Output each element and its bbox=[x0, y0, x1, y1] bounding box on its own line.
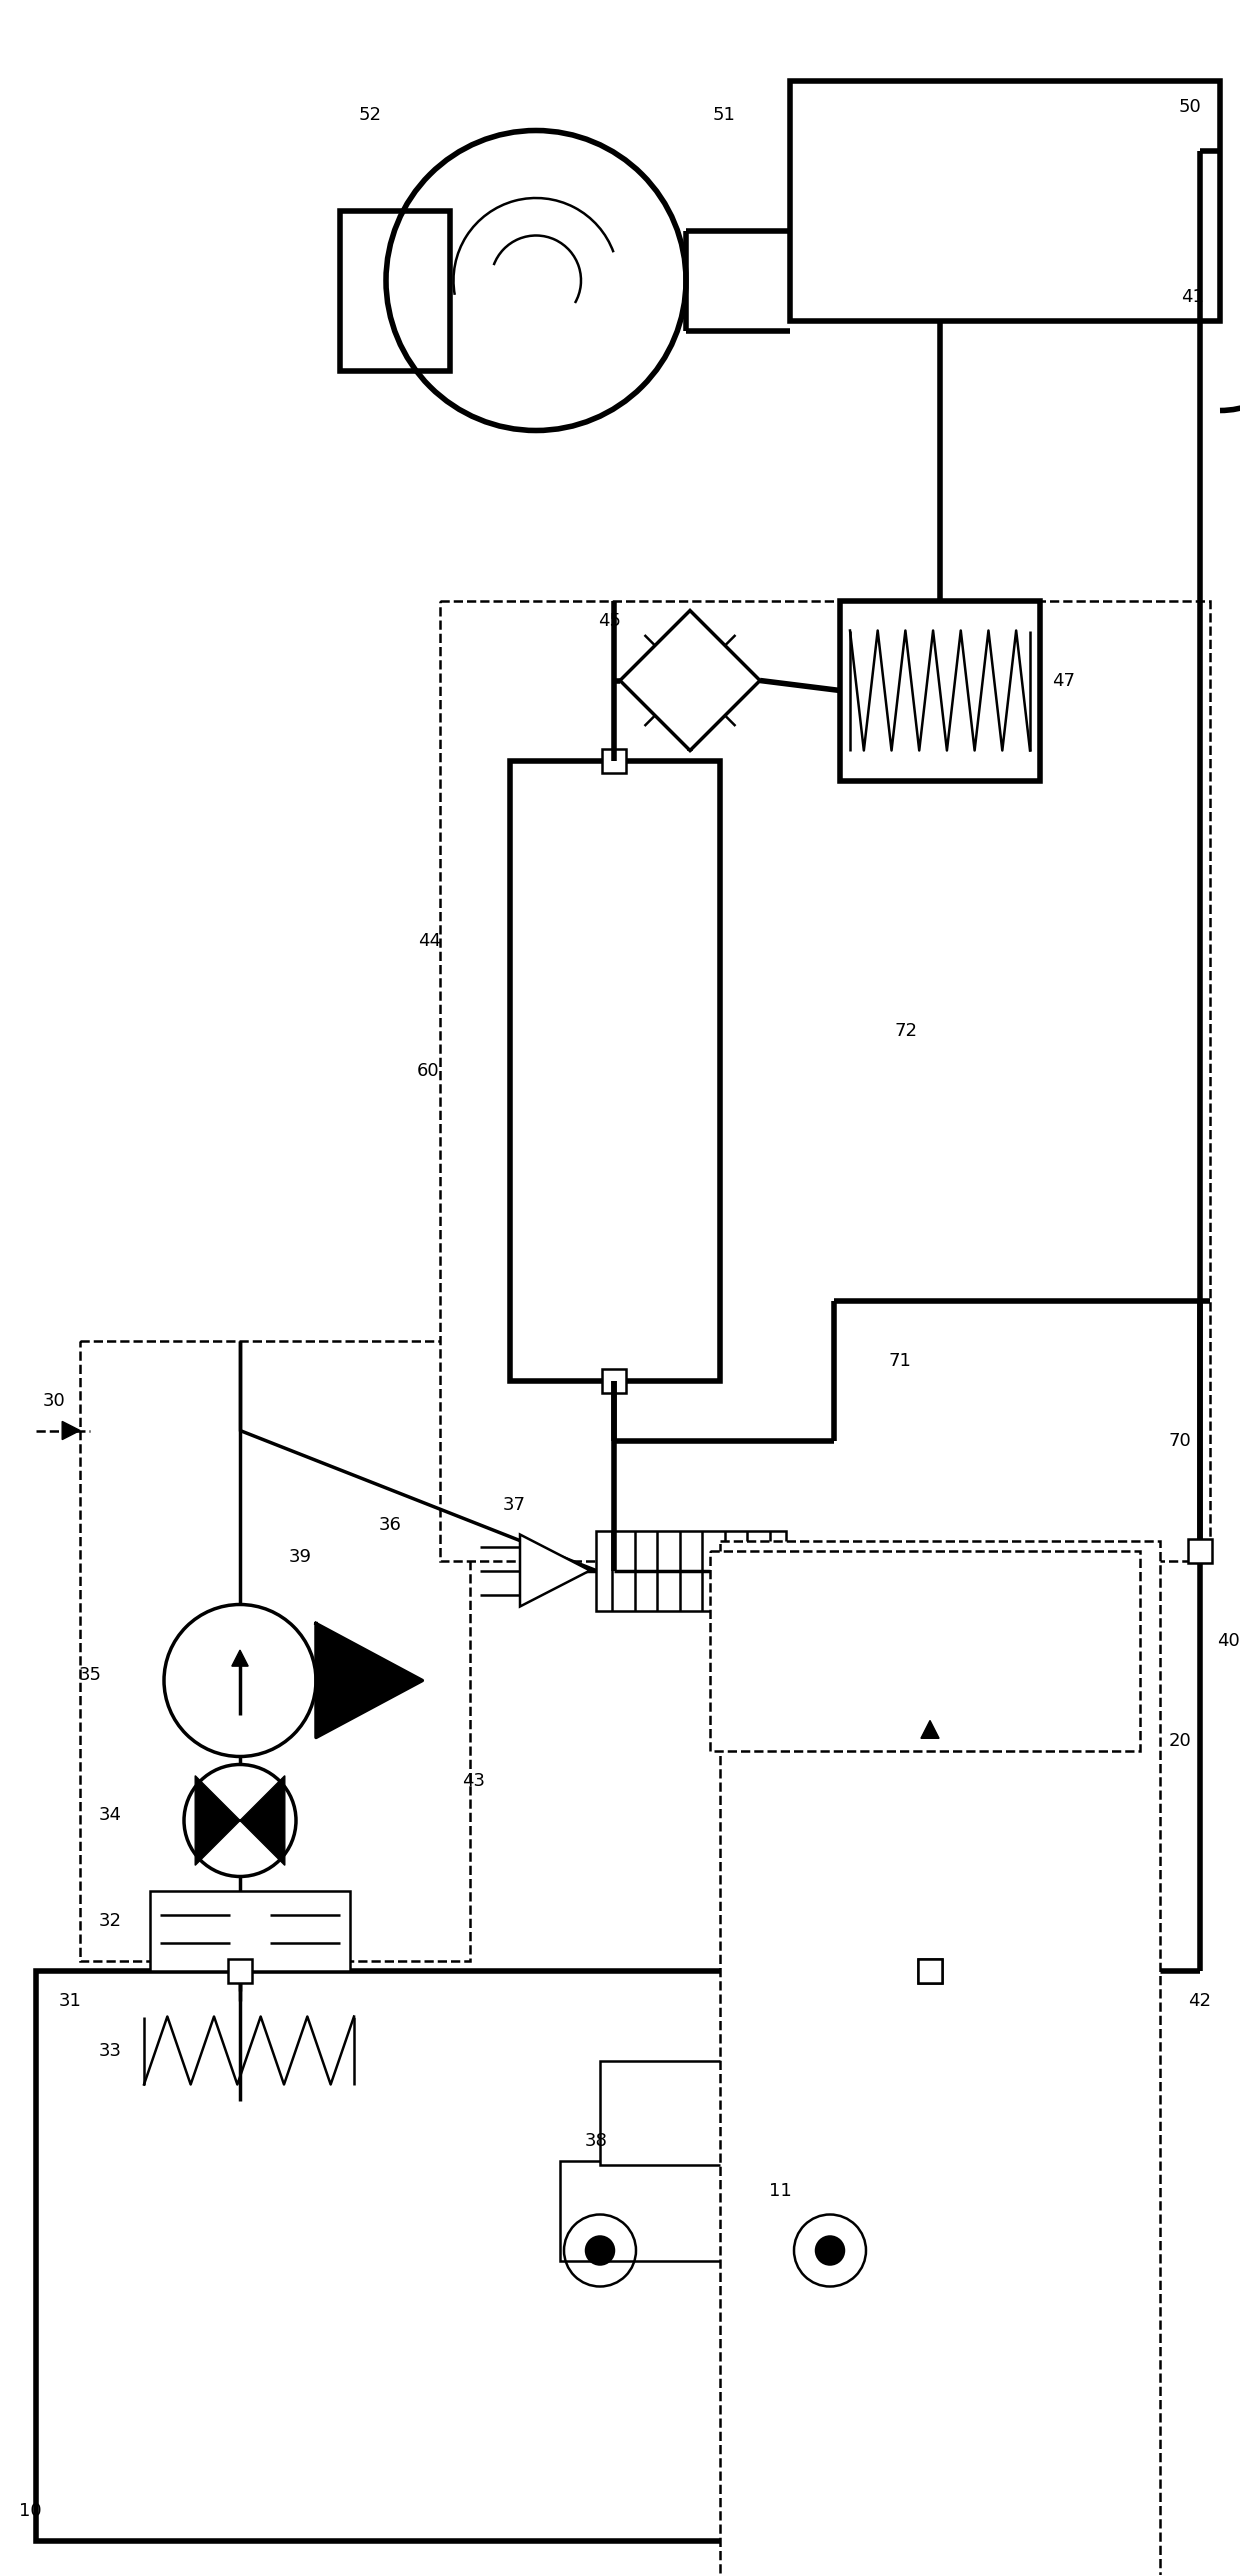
Text: 40: 40 bbox=[1216, 1633, 1239, 1651]
Text: 50: 50 bbox=[1179, 98, 1202, 116]
Bar bbox=[340, 211, 450, 371]
Bar bbox=[228, 1960, 252, 1983]
Text: 41: 41 bbox=[1180, 288, 1204, 306]
Bar bbox=[510, 760, 720, 1380]
Bar bbox=[730, 1550, 1130, 1970]
Text: 52: 52 bbox=[358, 106, 382, 124]
Text: 11: 11 bbox=[769, 2181, 791, 2199]
Polygon shape bbox=[195, 1777, 285, 1864]
Text: 37: 37 bbox=[502, 1496, 526, 1514]
Bar bbox=[601, 1367, 626, 1393]
Text: 38: 38 bbox=[584, 2132, 608, 2150]
Bar bbox=[711, 1550, 1140, 1751]
Text: 71: 71 bbox=[889, 1352, 911, 1370]
Polygon shape bbox=[921, 1720, 939, 1738]
Bar bbox=[36, 1970, 936, 2542]
Bar bbox=[440, 600, 1210, 1560]
Bar bbox=[790, 80, 1220, 319]
Text: 36: 36 bbox=[378, 1517, 402, 1535]
Circle shape bbox=[587, 2238, 614, 2263]
Bar bbox=[81, 1342, 470, 1960]
Polygon shape bbox=[620, 610, 760, 749]
Text: 43: 43 bbox=[463, 1772, 486, 1790]
Text: 42: 42 bbox=[1188, 1990, 1211, 2009]
Bar bbox=[150, 1890, 350, 1970]
Text: 35: 35 bbox=[78, 1666, 102, 1684]
Bar bbox=[600, 2060, 820, 2166]
Text: 32: 32 bbox=[98, 1911, 122, 1929]
Text: 20: 20 bbox=[1168, 1730, 1192, 1748]
Text: 30: 30 bbox=[42, 1390, 66, 1409]
Text: 47: 47 bbox=[1053, 672, 1075, 690]
Text: 44: 44 bbox=[419, 932, 441, 950]
Text: 10: 10 bbox=[19, 2500, 41, 2518]
Bar bbox=[839, 600, 1040, 780]
Text: 31: 31 bbox=[58, 1990, 82, 2009]
Bar bbox=[720, 1540, 1159, 2575]
Text: 45: 45 bbox=[599, 610, 621, 628]
Bar bbox=[596, 1530, 786, 1609]
Bar bbox=[918, 1960, 942, 1983]
Text: 51: 51 bbox=[713, 106, 735, 124]
Bar bbox=[560, 2160, 870, 2261]
Text: 34: 34 bbox=[98, 1805, 122, 1823]
Text: 33: 33 bbox=[98, 2042, 122, 2060]
Text: 70: 70 bbox=[1168, 1432, 1192, 1450]
Text: 39: 39 bbox=[289, 1548, 311, 1566]
Text: 60: 60 bbox=[417, 1061, 439, 1079]
Bar bbox=[918, 1960, 942, 1983]
Text: 72: 72 bbox=[894, 1022, 918, 1040]
Polygon shape bbox=[232, 1651, 248, 1666]
Polygon shape bbox=[316, 1622, 423, 1738]
Polygon shape bbox=[62, 1421, 81, 1439]
Bar bbox=[601, 749, 626, 772]
Circle shape bbox=[816, 2238, 844, 2263]
Polygon shape bbox=[520, 1535, 590, 1607]
Bar bbox=[1188, 1537, 1211, 1563]
